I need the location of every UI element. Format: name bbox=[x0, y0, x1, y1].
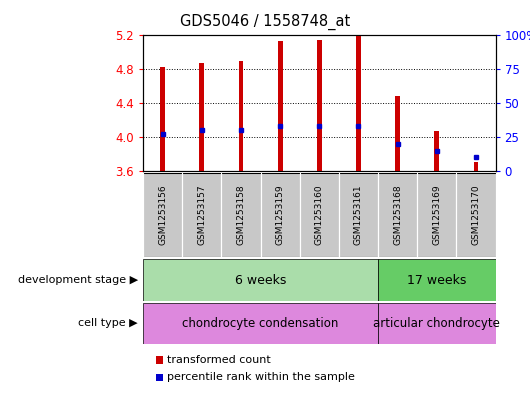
Bar bbox=[339, 173, 378, 257]
Text: GSM1253168: GSM1253168 bbox=[393, 185, 402, 246]
Text: GSM1253156: GSM1253156 bbox=[158, 185, 167, 246]
Text: chondrocyte condensation: chondrocyte condensation bbox=[182, 317, 339, 330]
Text: development stage ▶: development stage ▶ bbox=[17, 275, 138, 285]
Text: GSM1253169: GSM1253169 bbox=[432, 185, 441, 246]
Text: 17 weeks: 17 weeks bbox=[407, 274, 466, 286]
Bar bbox=[143, 173, 182, 257]
Bar bbox=[378, 303, 496, 344]
Text: GSM1253157: GSM1253157 bbox=[197, 185, 206, 246]
Bar bbox=[474, 162, 478, 171]
Bar bbox=[143, 259, 378, 301]
Text: GSM1253170: GSM1253170 bbox=[472, 185, 481, 246]
Bar bbox=[395, 95, 400, 171]
Text: 6 weeks: 6 weeks bbox=[235, 274, 286, 286]
Text: GDS5046 / 1558748_at: GDS5046 / 1558748_at bbox=[180, 14, 350, 30]
Bar bbox=[278, 41, 282, 171]
Text: percentile rank within the sample: percentile rank within the sample bbox=[167, 372, 355, 382]
Bar bbox=[435, 131, 439, 171]
Bar bbox=[161, 67, 165, 171]
Bar bbox=[222, 173, 261, 257]
Text: GSM1253158: GSM1253158 bbox=[236, 185, 245, 246]
Bar bbox=[182, 173, 222, 257]
Text: cell type ▶: cell type ▶ bbox=[78, 318, 138, 328]
Text: articular chondrocyte: articular chondrocyte bbox=[373, 317, 500, 330]
Text: GSM1253161: GSM1253161 bbox=[354, 185, 363, 246]
Bar bbox=[417, 173, 456, 257]
Bar bbox=[317, 40, 322, 171]
Bar bbox=[356, 35, 361, 171]
Bar bbox=[378, 259, 496, 301]
Bar bbox=[199, 63, 204, 171]
Bar bbox=[238, 61, 243, 171]
Text: GSM1253159: GSM1253159 bbox=[276, 185, 285, 246]
Bar bbox=[456, 173, 496, 257]
Text: GSM1253160: GSM1253160 bbox=[315, 185, 324, 246]
Bar bbox=[378, 173, 417, 257]
Bar bbox=[300, 173, 339, 257]
Text: transformed count: transformed count bbox=[167, 354, 271, 365]
Bar bbox=[143, 303, 378, 344]
Bar bbox=[261, 173, 300, 257]
